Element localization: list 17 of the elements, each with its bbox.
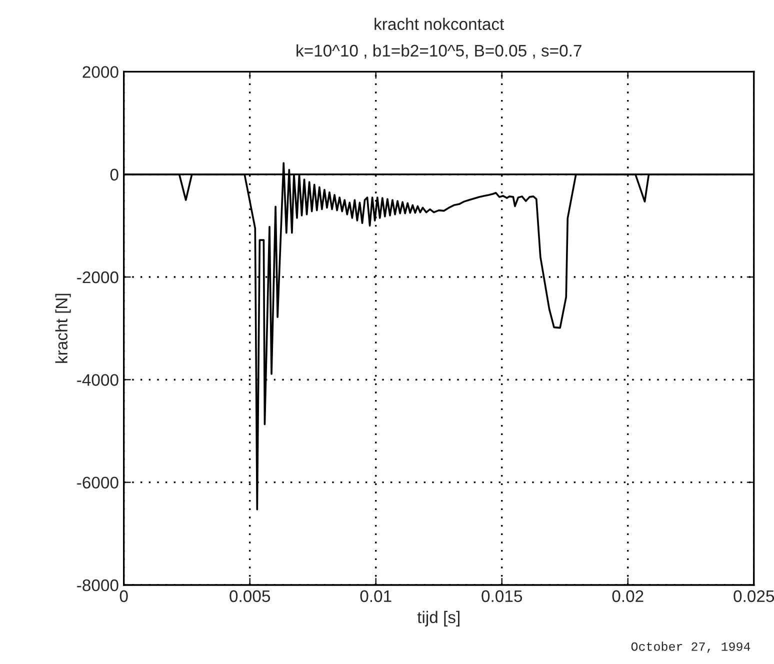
x-tick-label: 0 — [120, 590, 128, 602]
chart-subtitle: k=10^10 , b1=b2=10^5, B=0.05 , s=0.7 — [296, 44, 582, 59]
x-tick-label: 0.015 — [482, 590, 522, 602]
y-tick-label: -2000 — [77, 271, 118, 284]
y-tick-label: -6000 — [77, 476, 118, 489]
x-axis-title: tijd [s] — [417, 610, 460, 626]
y-tick-label: -8000 — [77, 579, 118, 592]
x-tick-label: 0.005 — [230, 590, 270, 602]
y-tick-label: -4000 — [77, 374, 118, 386]
y-axis-title: kracht [N] — [55, 294, 71, 363]
x-tick-label: 0.025 — [734, 590, 774, 602]
x-tick-label: 0.02 — [612, 590, 644, 602]
y-tick-label: 2000 — [82, 66, 118, 78]
chart-title: kracht nokcontact — [374, 18, 504, 30]
text: October 27, 1994 — [631, 642, 750, 653]
y-tick-label: 0 — [110, 168, 118, 181]
x-tick-label: 0.01 — [360, 590, 392, 602]
